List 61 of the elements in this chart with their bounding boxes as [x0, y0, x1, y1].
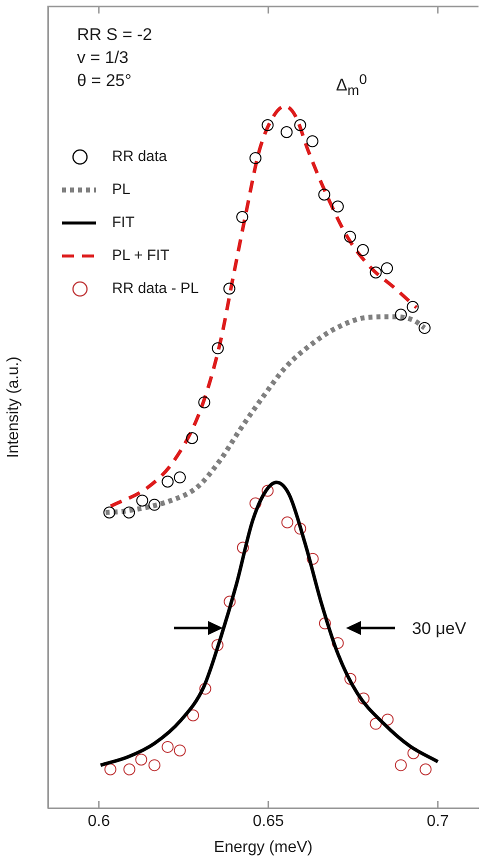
- point: [174, 471, 186, 484]
- point: [358, 692, 370, 705]
- legend-label: RR data: [112, 148, 168, 165]
- point: [198, 396, 210, 408]
- point: [103, 506, 116, 519]
- x-tick-label: 0.7: [426, 813, 450, 830]
- point: [135, 754, 148, 766]
- point: [420, 763, 432, 776]
- point: [224, 596, 236, 608]
- text: v = 1/3: [77, 48, 129, 68]
- point: [249, 497, 262, 510]
- point: [162, 476, 174, 488]
- point: [380, 262, 393, 274]
- text: θ = 25°: [77, 71, 132, 91]
- y-axis-title: Intensity (a.u.): [5, 356, 22, 458]
- legend-label: FIT: [112, 214, 134, 231]
- point: [174, 744, 186, 756]
- point: [394, 759, 407, 772]
- point: [406, 300, 419, 313]
- point: [148, 498, 160, 511]
- x-axis-title: Energy (meV): [214, 838, 313, 856]
- point: [136, 494, 148, 507]
- point: [370, 266, 382, 278]
- point: [394, 308, 407, 321]
- point: [199, 682, 212, 695]
- point: [236, 542, 249, 554]
- point: [418, 322, 431, 334]
- point: [332, 637, 344, 650]
- point: [236, 211, 248, 224]
- point: [344, 230, 356, 243]
- point: [306, 135, 318, 148]
- point: [186, 432, 198, 444]
- point: [223, 282, 236, 295]
- point: [318, 188, 330, 201]
- legend-label: PL + FIT: [112, 247, 170, 264]
- annotation: 30 μeV: [412, 619, 466, 639]
- legend-label: PL: [112, 181, 130, 198]
- point: [123, 506, 136, 519]
- text: RR S = -2: [77, 25, 152, 45]
- point: [306, 552, 319, 565]
- point: [356, 244, 369, 256]
- point: [262, 119, 274, 132]
- x-tick-label: 0.6: [88, 813, 110, 830]
- point: [332, 200, 344, 213]
- x-tick-label: 0.65: [252, 813, 284, 830]
- point: [187, 709, 200, 722]
- point: [104, 763, 116, 776]
- point: [318, 617, 331, 630]
- point: [262, 484, 274, 497]
- point: [211, 639, 224, 652]
- point: [148, 759, 160, 772]
- point: [162, 740, 174, 753]
- legend-label: RR data - PL: [112, 280, 199, 297]
- point: [294, 522, 306, 535]
- point: [123, 763, 136, 776]
- point: [281, 516, 294, 528]
- point: [212, 342, 224, 354]
- point: [280, 126, 293, 138]
- point: [249, 152, 262, 164]
- point: [344, 672, 356, 685]
- point: [294, 119, 306, 132]
